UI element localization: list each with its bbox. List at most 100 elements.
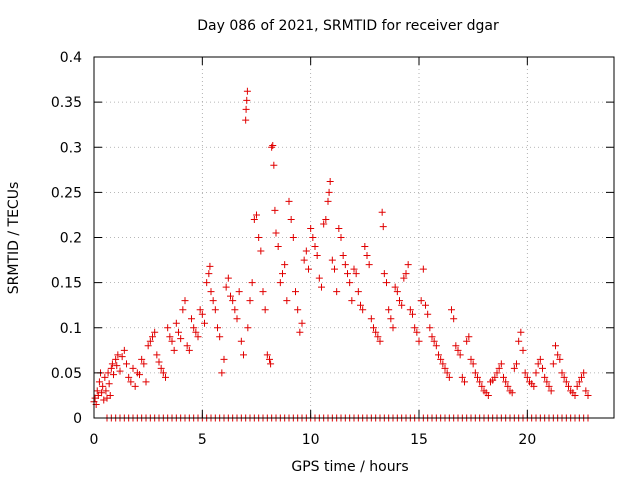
data-point	[172, 319, 180, 327]
data-point	[302, 247, 310, 255]
y-tick-label: 0.15	[51, 276, 82, 292]
data-point	[222, 283, 230, 291]
data-point	[104, 369, 112, 377]
data-point	[105, 380, 113, 388]
data-point	[107, 364, 115, 372]
data-point	[422, 301, 429, 309]
data-point	[432, 342, 440, 350]
data-point	[450, 315, 458, 323]
data-point	[114, 351, 122, 359]
y-tick-label: 0.2	[60, 231, 82, 247]
data-point	[441, 364, 449, 372]
data-point	[467, 355, 475, 363]
data-point	[106, 391, 114, 399]
data-point	[118, 353, 126, 361]
data-point	[298, 319, 306, 327]
data-point	[549, 360, 557, 368]
data-point	[400, 274, 408, 282]
data-point	[268, 143, 276, 151]
x-axis-label: GPS time / hours	[291, 459, 408, 475]
data-point	[116, 367, 124, 375]
data-point	[216, 333, 224, 341]
data-point	[367, 315, 375, 323]
data-point	[243, 96, 251, 104]
data-point	[456, 351, 464, 359]
data-point	[374, 333, 382, 341]
data-point	[207, 288, 215, 296]
data-point	[179, 306, 187, 314]
data-point	[560, 373, 568, 381]
data-point	[138, 355, 146, 363]
data-point	[129, 364, 137, 372]
data-point	[380, 270, 388, 278]
data-point	[370, 324, 377, 332]
data-point	[502, 378, 510, 386]
data-point	[272, 229, 280, 237]
data-point	[98, 389, 106, 397]
data-point	[250, 215, 258, 223]
data-point	[168, 337, 176, 345]
data-point	[350, 265, 358, 273]
data-point	[279, 270, 286, 278]
data-point	[352, 270, 360, 278]
data-point	[146, 337, 154, 345]
data-point	[478, 382, 486, 390]
data-point	[263, 351, 271, 359]
data-point	[333, 288, 341, 296]
data-point	[415, 337, 423, 345]
data-point	[378, 208, 386, 216]
data-point	[565, 382, 572, 390]
y-tick-label: 0.4	[60, 50, 82, 66]
data-point	[495, 364, 503, 372]
data-point	[153, 351, 161, 359]
data-point	[281, 261, 289, 269]
data-point	[331, 265, 338, 273]
x-tick-label: 5	[198, 432, 207, 448]
data-point	[376, 337, 384, 345]
data-point	[359, 306, 367, 314]
data-point	[578, 373, 585, 381]
x-tick-label: 10	[302, 432, 320, 448]
data-point	[322, 215, 330, 223]
data-point	[110, 371, 117, 379]
data-point	[266, 355, 273, 363]
data-point	[93, 387, 101, 395]
data-point	[206, 262, 214, 270]
data-point	[337, 234, 345, 241]
data-point	[517, 328, 525, 336]
data-point	[532, 369, 540, 377]
data-point	[510, 364, 518, 372]
data-point	[157, 364, 165, 372]
data-point	[575, 378, 583, 386]
data-point	[469, 360, 477, 368]
data-point	[188, 315, 195, 323]
data-point	[220, 355, 228, 363]
y-tick-label: 0	[73, 411, 82, 427]
data-point	[541, 373, 549, 381]
axis-ticks: 0 0.05 0.1 0.15 0.2 0.25 0.3 0.35 0.4 0 5 10 15 20	[51, 50, 614, 448]
data-point	[309, 234, 317, 241]
data-point	[235, 288, 243, 296]
data-point	[536, 355, 544, 363]
data-point	[500, 373, 507, 381]
y-tick-label: 0.1	[60, 321, 82, 337]
data-point	[365, 261, 373, 269]
data-point	[348, 297, 356, 305]
data-point	[214, 324, 221, 332]
data-point	[519, 346, 527, 354]
data-point	[243, 87, 251, 95]
data-point	[582, 387, 590, 395]
data-point	[428, 333, 436, 341]
data-point	[181, 297, 189, 305]
data-point	[271, 206, 279, 214]
data-point	[385, 306, 393, 314]
data-point	[437, 355, 445, 363]
data-point	[224, 274, 232, 282]
data-point	[95, 378, 103, 386]
x-tick-label: 15	[410, 432, 428, 448]
data-point	[379, 223, 387, 231]
data-point	[305, 265, 312, 273]
data-point	[205, 270, 213, 278]
data-point	[313, 252, 321, 260]
